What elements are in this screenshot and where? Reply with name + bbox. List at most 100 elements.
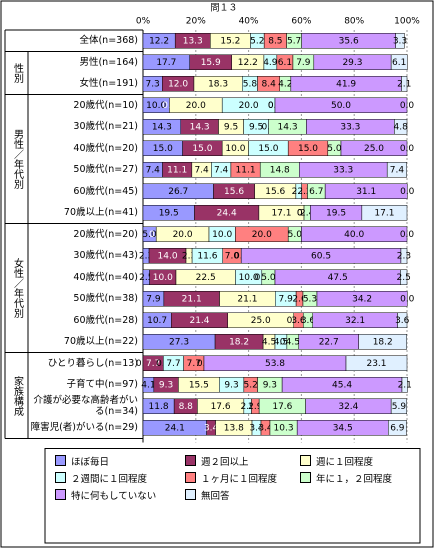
value-label: 2.3 [139, 251, 153, 261]
value-label: 22.5 [196, 273, 216, 283]
value-label: 22.7 [319, 337, 339, 347]
value-label: 14.3 [152, 122, 172, 132]
value-label: 12.0 [168, 79, 188, 89]
value-label: 3.4 [249, 423, 264, 433]
value-label: 9.5 [249, 122, 263, 132]
value-label: 24.1 [165, 423, 185, 433]
value-label: 15.6 [265, 187, 285, 197]
value-label: 11.6 [197, 251, 217, 261]
value-label: 20.0 [173, 230, 193, 240]
value-label: 10.7 [147, 316, 167, 326]
value-label: 21.1 [182, 294, 202, 304]
bar-segment [400, 248, 408, 264]
legend-box [44, 448, 421, 544]
value-label: 34.5 [333, 423, 353, 433]
value-label: 25.0 [364, 144, 384, 154]
bar-segment [394, 119, 408, 135]
value-label: 9.5 [224, 122, 238, 132]
group-label: 男性／年代別 [11, 129, 23, 189]
legend-swatch [185, 489, 196, 500]
value-label: 7.7 [166, 359, 180, 369]
value-label: 3.6 [395, 316, 410, 326]
value-label: 2.9 [248, 402, 263, 412]
value-label: 13.8 [224, 423, 244, 433]
value-label: 4.2 [278, 79, 292, 89]
category-label: 20歳代(n=10) [73, 99, 138, 111]
category-label: 70歳以上(n=41) [63, 207, 138, 219]
value-label: 3.4 [204, 423, 219, 433]
value-label: 15.9 [201, 58, 221, 68]
value-label: 5.7 [287, 36, 301, 46]
value-label: 45.4 [332, 380, 352, 390]
value-label: 8.8 [179, 402, 194, 412]
value-label: 15.2 [220, 36, 240, 46]
value-label: 15.0 [153, 144, 173, 154]
category-label: ひとり暮らし(n=13) [47, 357, 138, 369]
legend-item: ほぼ毎日 [55, 454, 109, 468]
legend-label: １ヶ月に１回程度 [201, 473, 278, 485]
value-label: 12.2 [238, 58, 258, 68]
legend-label: ２週間に１回程度 [71, 473, 148, 485]
value-label: 33.3 [333, 165, 353, 175]
value-label: 10.0 [212, 230, 232, 240]
value-label: 5.2 [250, 36, 264, 46]
category-label: 60歳代(n=45) [73, 185, 138, 197]
bar-segment [388, 420, 407, 436]
value-label: 5.0 [142, 230, 157, 240]
bar-segment [324, 183, 408, 199]
x-tick-label: 80% [344, 17, 364, 27]
value-label: 29.3 [342, 58, 362, 68]
chart-title: 問１３ [210, 3, 237, 14]
value-label: 60.5 [311, 251, 331, 261]
value-label: 14.0 [158, 251, 178, 261]
value-label: 25.0 [251, 316, 271, 326]
value-label: 27.3 [169, 337, 189, 347]
value-label: 4.5 [274, 337, 288, 347]
value-label: 2.3 [397, 251, 411, 261]
value-label: 50.0 [331, 101, 351, 111]
value-label: 9.3 [263, 380, 277, 390]
category-label: 50歳代(n=27) [73, 164, 138, 176]
bar-segment [340, 140, 408, 156]
bar-segment [301, 226, 408, 242]
legend-swatch [185, 455, 196, 466]
value-label: 47.5 [328, 273, 348, 283]
legend-label: ほぼ毎日 [71, 456, 110, 468]
value-label: 6.9 [390, 423, 405, 433]
value-label: 10.0 [239, 273, 259, 283]
legend-swatch [55, 472, 66, 483]
bar-segment [397, 312, 408, 328]
category-label: 30歳代(n=43) [73, 250, 138, 262]
group-label: 家族構成 [11, 375, 23, 416]
value-label: 15.0 [258, 144, 278, 154]
category-label: 介護が必要な高齢者がいる(n=34) [33, 395, 138, 418]
value-label: 23.1 [366, 359, 386, 369]
value-label: 12.2 [149, 36, 169, 46]
category-label: 全体(n=368) [79, 35, 138, 47]
value-label: 7.4 [146, 165, 161, 175]
value-label: 4.5 [262, 337, 276, 347]
value-label: 5.8 [243, 79, 258, 89]
x-tick-label: 0% [136, 17, 151, 27]
x-tick-label: 100% [394, 17, 420, 27]
group-label: 女性／年代別 [11, 258, 23, 318]
value-label: 15.0 [192, 144, 212, 154]
value-label: 3.6 [291, 316, 306, 326]
legend-label: 週２回以上 [201, 456, 249, 468]
legend-swatch [55, 455, 66, 466]
value-label: 8.5 [268, 36, 282, 46]
value-label: 6.1 [392, 58, 406, 68]
x-tick-label: 40% [239, 17, 259, 27]
value-label: 10.0 [146, 101, 166, 111]
value-label: 5.0 [288, 230, 303, 240]
bar-segment [361, 205, 408, 221]
value-label: 11.1 [167, 165, 187, 175]
legend-label: 年に１，２回程度 [316, 473, 393, 485]
category-label: 50歳代(n=38) [73, 293, 138, 305]
value-label: 0.0 [400, 230, 415, 240]
bar-segment [274, 97, 408, 113]
legend-item: 週に１回程度 [300, 454, 373, 468]
category-label: 女性(n=191) [79, 78, 138, 90]
category-label: 障害児(者)がいる(n=29) [30, 422, 138, 434]
